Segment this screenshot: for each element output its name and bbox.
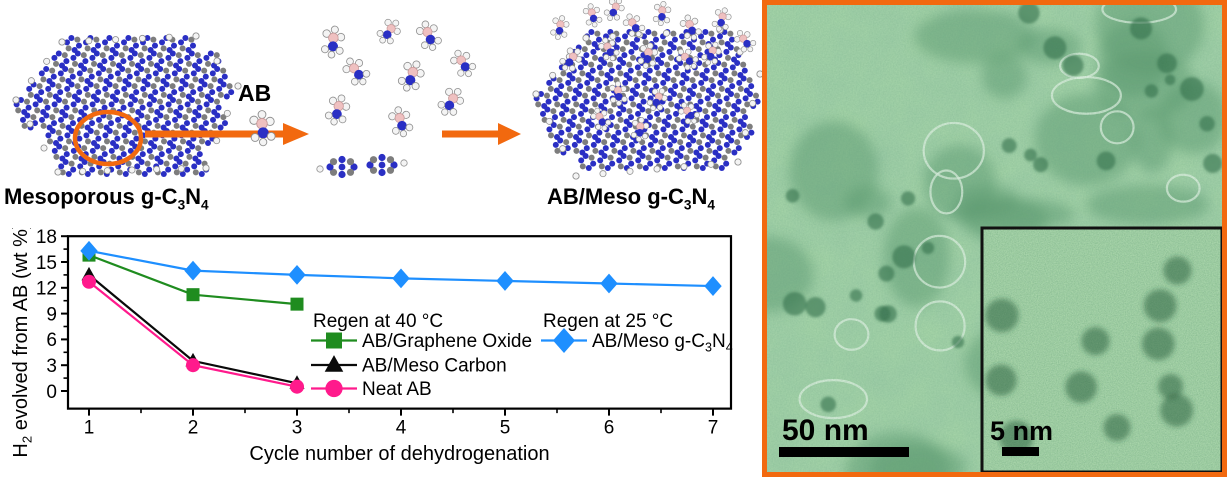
- legend-entry-label: Neat AB: [362, 379, 432, 400]
- plot-frame: [66, 235, 733, 410]
- y-tick-label: 0: [46, 382, 57, 403]
- chart-legend: Regen at 40 °CAB/Graphene Oxide AB/Meso C…: [311, 311, 733, 400]
- ab-molecules: [249, 18, 477, 147]
- x-tick-label: 1: [84, 418, 95, 439]
- y-tick-label: 3: [46, 356, 57, 377]
- gcn-fragment-molecule: [316, 153, 408, 179]
- legend-group-title: Regen at 25 °C: [543, 311, 673, 332]
- series-circle: [81, 274, 305, 394]
- x-tick-label: 6: [604, 418, 615, 439]
- tem-image-panel: 50 nm 5 nm: [762, 0, 1227, 477]
- legend-entry-label: AB/Graphene Oxide: [362, 331, 532, 352]
- main-scale-label: 50 nm: [782, 414, 869, 447]
- y-tick-label: 15: [36, 253, 57, 274]
- tem-micrograph: 50 nm 5 nm: [762, 0, 1227, 477]
- x-tick-label: 7: [708, 418, 719, 439]
- legend-entry-label: AB/Meso g-C3N4: [592, 331, 733, 354]
- reaction-scheme-panel: Mesoporous g-C3N4 AB AB/Meso g-C3N4: [0, 0, 762, 228]
- tem-orange-border: [762, 0, 1227, 477]
- reaction-scheme-drawing: [12, 0, 762, 180]
- gcn-sheet-left: [12, 32, 242, 177]
- cycling-chart-panel: 1 2 3 4 5 6 7 0 3 6 9 12 15 18 Cycle number of dehydro…: [0, 228, 762, 477]
- legend-entry-label: AB/Meso Carbon: [362, 356, 507, 377]
- y-tick-label: 18: [36, 228, 57, 248]
- x-tick-label: 3: [292, 418, 303, 439]
- adsorbate-label: AB: [238, 80, 272, 106]
- tem-inset: [980, 226, 1224, 474]
- x-axis-label: Cycle number of dehydrogenation: [249, 443, 549, 465]
- y-axis-label: H2 evolved from AB (wt %): [10, 228, 34, 458]
- reaction-arrow-2: [442, 123, 521, 145]
- y-tick-label: 12: [36, 279, 57, 300]
- inset-scale-bar: [1002, 447, 1039, 456]
- main-scale-bar: [779, 447, 909, 457]
- right-material-label: AB/Meso g-C3N4: [547, 184, 715, 213]
- y-tick-label: 9: [46, 304, 57, 325]
- inset-scale-label: 5 nm: [990, 416, 1053, 446]
- legend-group-title: Regen at 40 °C: [313, 311, 443, 332]
- x-tick-label: 5: [500, 418, 511, 439]
- left-material-label: Mesoporous g-C3N4: [4, 184, 209, 213]
- series-diamond: [80, 240, 722, 296]
- x-tick-label: 4: [396, 418, 407, 439]
- x-tick-label: 2: [188, 418, 199, 439]
- y-tick-label: 6: [46, 330, 57, 351]
- mesopore-highlight-circle: [72, 109, 144, 167]
- adsorbed-ab-molecules: [550, 0, 757, 143]
